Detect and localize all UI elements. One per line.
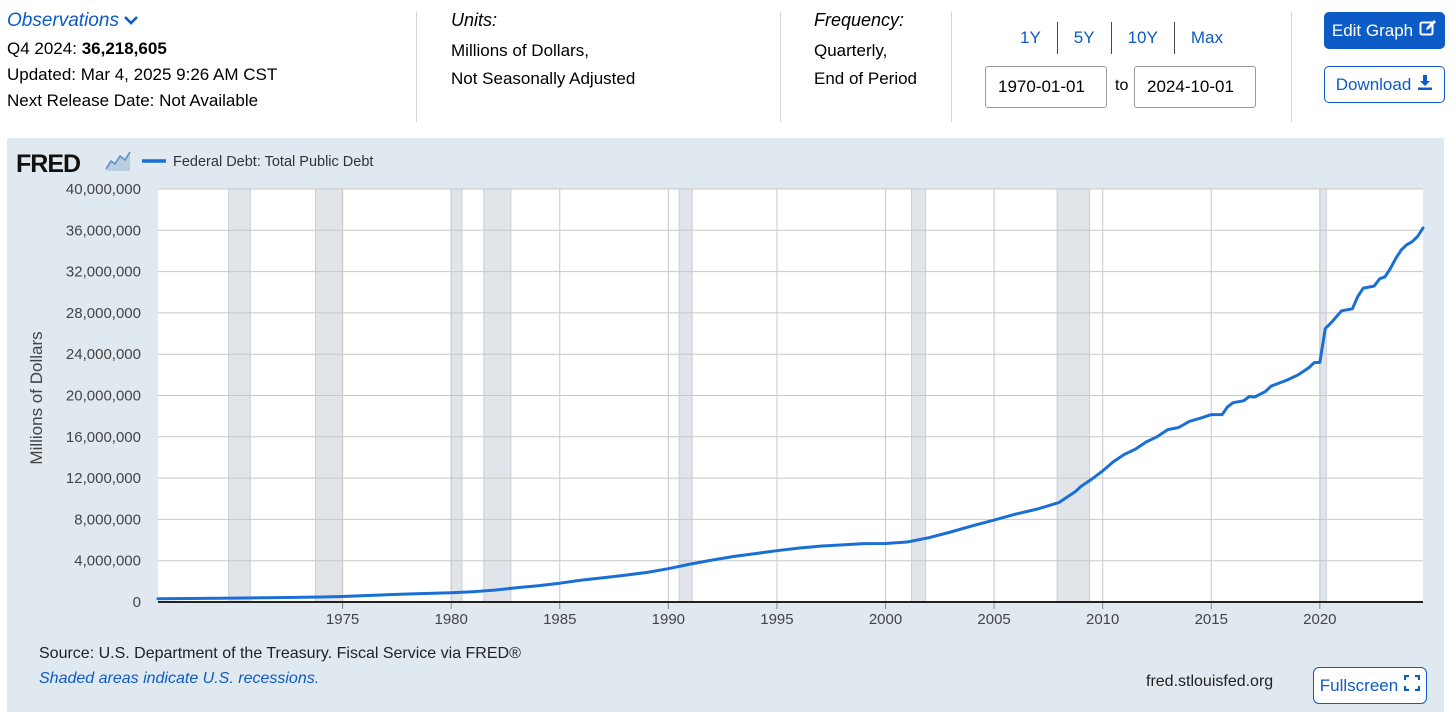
next-release-date: Next Release Date: Not Available — [7, 91, 259, 110]
legend: Federal Debt: Total Public Debt — [142, 154, 373, 170]
y-tick-label: 8,000,000 — [74, 511, 141, 528]
frequency-line-1: Quarterly, — [814, 41, 888, 60]
source-note: Source: U.S. Department of the Treasury.… — [39, 645, 521, 662]
units-block: Units: Millions of Dollars, Not Seasonal… — [451, 10, 635, 93]
download-label[interactable]: Download — [1335, 74, 1412, 94]
observations-block: Observations Q4 2024: 36,218,605 Updated… — [7, 10, 277, 112]
frequency-label: Frequency: — [814, 10, 905, 30]
y-tick-label: 24,000,000 — [66, 346, 141, 363]
y-tick-label: 20,000,000 — [66, 388, 141, 405]
latest-period: Q4 2024: — [7, 39, 77, 58]
legend-label: Federal Debt: Total Public Debt — [173, 154, 373, 170]
x-tick-label: 1990 — [652, 611, 685, 628]
y-tick-label: 16,000,000 — [66, 429, 141, 446]
edit-icon[interactable] — [1419, 19, 1437, 42]
range-1y-button[interactable]: 1Y — [1004, 22, 1058, 54]
x-tick-label: 1985 — [543, 611, 576, 628]
x-tick-label: 1975 — [326, 611, 359, 628]
edit-graph-label[interactable]: Edit Graph — [1331, 20, 1414, 40]
chevron-down-icon[interactable] — [123, 10, 139, 32]
units-label: Units: — [451, 10, 498, 30]
start-date-input[interactable] — [985, 66, 1107, 108]
x-tick-label: 1995 — [760, 611, 793, 628]
recession-note-link[interactable]: Shaded areas indicate U.S. recessions. — [39, 670, 320, 687]
frequency-block: Frequency: Quarterly, End of Period — [814, 10, 917, 93]
range-buttons: 1Y 5Y 10Y Max — [1004, 22, 1239, 54]
y-tick-label: 12,000,000 — [66, 470, 141, 487]
to-label: to — [1115, 77, 1129, 94]
range-5y-button[interactable]: 5Y — [1058, 22, 1112, 54]
end-date-input[interactable] — [1134, 66, 1256, 108]
download-icon[interactable] — [1417, 74, 1433, 96]
units-line-2: Not Seasonally Adjusted — [451, 69, 636, 88]
x-tick-label: 2010 — [1086, 611, 1119, 628]
fred-logo: FRED — [16, 150, 131, 178]
updated-date: Updated: Mar 4, 2025 9:26 AM CST — [7, 65, 278, 84]
range-max-button[interactable]: Max — [1190, 28, 1223, 47]
mini-chart-icon — [105, 150, 131, 172]
frequency-line-2: End of Period — [814, 69, 918, 88]
header: Observations Q4 2024: 36,218,605 Updated… — [0, 0, 1456, 130]
range-10y-button[interactable]: 10Y — [1112, 22, 1175, 54]
x-tick-label: 2020 — [1303, 611, 1336, 628]
observations-label[interactable]: Observations — [7, 10, 119, 31]
latest-observation: Q4 2024: 36,218,605 — [7, 38, 277, 60]
series-line — [156, 226, 1425, 601]
x-tick-label: 1980 — [434, 611, 467, 628]
divider — [951, 12, 952, 122]
latest-value: 36,218,605 — [81, 39, 167, 58]
observations-toggle[interactable]: Observations — [7, 10, 277, 32]
y-tick-label: 4,000,000 — [74, 553, 141, 570]
divider — [1291, 12, 1292, 122]
y-tick-label: 32,000,000 — [66, 264, 141, 281]
x-tick-label: 2015 — [1195, 611, 1228, 628]
y-tick-label: 0 — [133, 594, 141, 611]
x-tick-label: 2000 — [869, 611, 902, 628]
divider — [780, 12, 781, 122]
download-button[interactable]: Download — [1324, 66, 1445, 103]
site-url: fred.stlouisfed.org — [1146, 673, 1274, 690]
divider — [416, 12, 417, 122]
y-tick-label: 40,000,000 — [66, 181, 141, 198]
x-tick-label: 2005 — [977, 611, 1010, 628]
fred-logo-text: FRED — [16, 150, 80, 178]
edit-graph-button[interactable]: Edit Graph — [1324, 12, 1445, 49]
units-line-1: Millions of Dollars, — [451, 41, 589, 60]
y-tick-label: 36,000,000 — [66, 222, 141, 239]
y-tick-label: 28,000,000 — [66, 305, 141, 322]
fullscreen-label[interactable]: Fullscreen — [1319, 675, 1399, 695]
fullscreen-icon[interactable] — [1404, 674, 1421, 696]
fullscreen-button[interactable]: Fullscreen — [1313, 667, 1427, 704]
y-axis-label: Millions of Dollars — [27, 331, 46, 464]
